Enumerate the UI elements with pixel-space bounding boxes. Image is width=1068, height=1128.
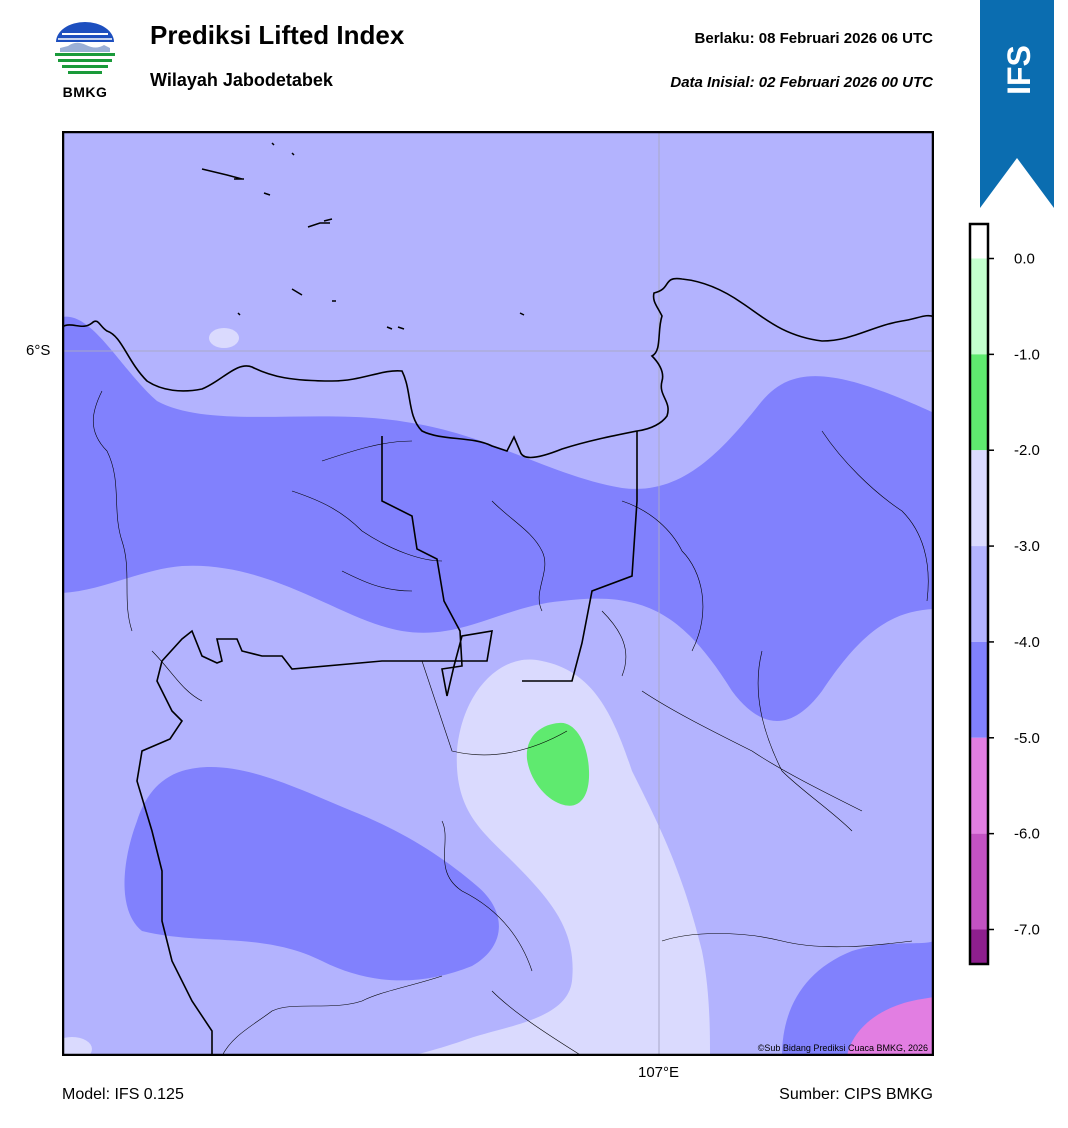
- colorbar-tick-label: -6.0: [1014, 826, 1040, 843]
- valid-time: Berlaku: 08 Februari 2026 06 UTC: [694, 30, 933, 47]
- colorbar-segment: [970, 224, 988, 259]
- bmkg-logo: [55, 22, 115, 74]
- longitude-label: 107°E: [638, 1064, 680, 1081]
- li-fill-north-band: [62, 316, 934, 721]
- li-fill-central-light: [407, 659, 710, 1056]
- latitude-label: 6°S: [26, 342, 51, 359]
- colorbar-tick-label: -3.0: [1014, 538, 1040, 555]
- ifs-badge-label: IFS: [1001, 45, 1037, 95]
- colorbar-frame: [968, 222, 990, 966]
- model-label: Model: IFS 0.125: [62, 1086, 184, 1103]
- colorbar-segment: [970, 258, 988, 355]
- li-fill-island-spot: [209, 328, 239, 348]
- colorbar: 0.0 -1.0 -2.0 -3.0 -4.0 -5.0 -6.0 -7.0: [968, 222, 1040, 966]
- li-fill-corner-spot: [62, 1037, 92, 1056]
- colorbar-segment: [970, 450, 988, 547]
- li-fill-southwest-blob: [124, 766, 499, 981]
- colorbar-tick-label: -2.0: [1014, 442, 1040, 459]
- map-copyright: ©Sub Bidang Prediksi Cuaca BMKG, 2026: [758, 1043, 928, 1053]
- colorbar-tick-label: -5.0: [1014, 730, 1040, 747]
- province-boundary: [136, 431, 638, 1056]
- ifs-badge: IFS: [980, 0, 1054, 208]
- colorbar-segment: [970, 833, 988, 930]
- colorbar-tick-label: -4.0: [1014, 634, 1040, 651]
- colorbar-tick-label: 0.0: [1014, 251, 1035, 268]
- colorbar-tick-label: -1.0: [1014, 346, 1040, 363]
- init-time: Data Inisial: 02 Februari 2026 00 UTC: [670, 74, 933, 91]
- thousand-islands: [201, 142, 525, 330]
- colorbar-segment: [970, 641, 988, 738]
- li-fill-southeast-pink: [847, 997, 934, 1056]
- li-fill-green-cell: [526, 722, 590, 806]
- colorbar-segment: [970, 737, 988, 834]
- colorbar-segment: [970, 354, 988, 451]
- map-border: [62, 131, 934, 1056]
- chart-title: Prediksi Lifted Index: [150, 20, 405, 50]
- lifted-index-map: ©Sub Bidang Prediksi Cuaca BMKG, 2026: [62, 131, 934, 1056]
- region-subtitle: Wilayah Jabodetabek: [150, 70, 333, 90]
- java-north-coastline: [62, 277, 934, 459]
- source-label: Sumber: CIPS BMKG: [779, 1086, 933, 1103]
- logo-text: BMKG: [62, 84, 108, 100]
- colorbar-segment: [970, 546, 988, 642]
- colorbar-tick-label: -7.0: [1014, 921, 1040, 938]
- regency-boundaries: [93, 390, 929, 1056]
- colorbar-segment: [970, 929, 988, 964]
